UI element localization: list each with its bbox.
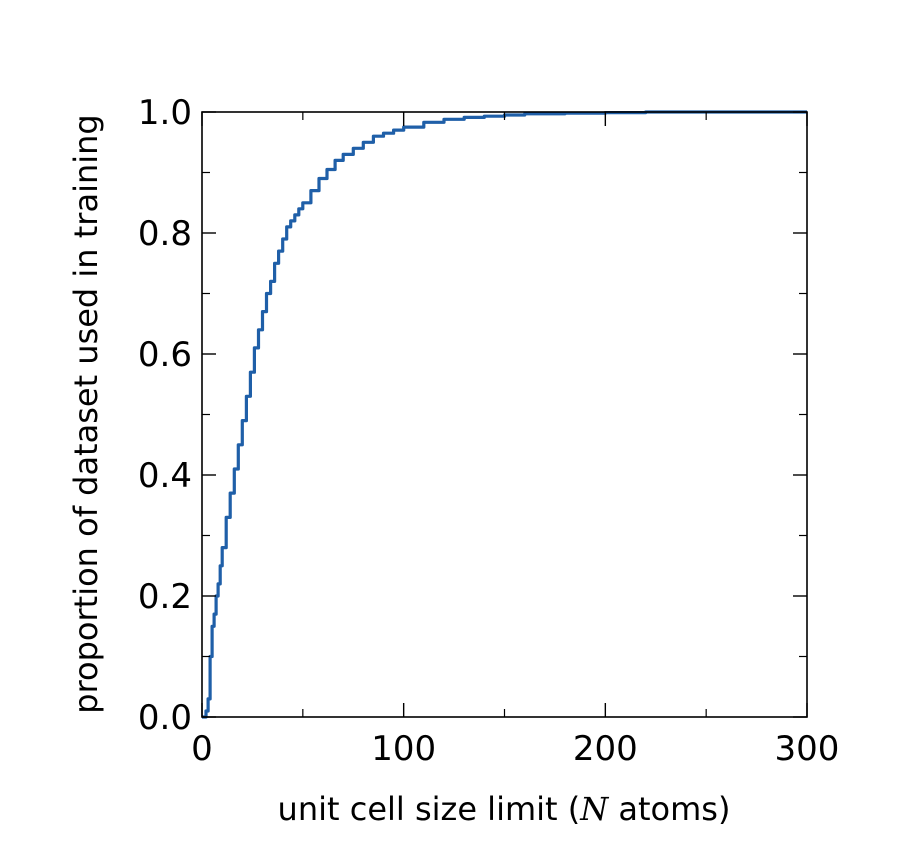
y-tick-label: 1.0 [138,93,192,133]
x-tick-label: 300 [775,729,840,769]
y-axis-label: proportion of dataset used in training [67,114,105,713]
y-tick-label: 0.4 [138,456,192,496]
x-tick-label: 200 [573,729,638,769]
series-line [202,110,807,719]
tick-labels: 0 100 200 300 0.0 0.2 0.4 0.6 0.8 1.0 [138,93,840,769]
y-tick-label: 0.0 [138,698,192,738]
curve-layer [202,110,807,719]
x-tick-label: 0 [191,729,213,769]
y-tick-label: 0.8 [138,214,192,254]
x-axis-label: unit cell size limit (N atoms) [278,790,731,828]
y-tick-label: 0.2 [138,577,192,617]
x-tick-label: 100 [371,729,436,769]
y-tick-label: 0.6 [138,335,192,375]
plot-frame [201,111,808,718]
ticks-layer [201,111,808,718]
